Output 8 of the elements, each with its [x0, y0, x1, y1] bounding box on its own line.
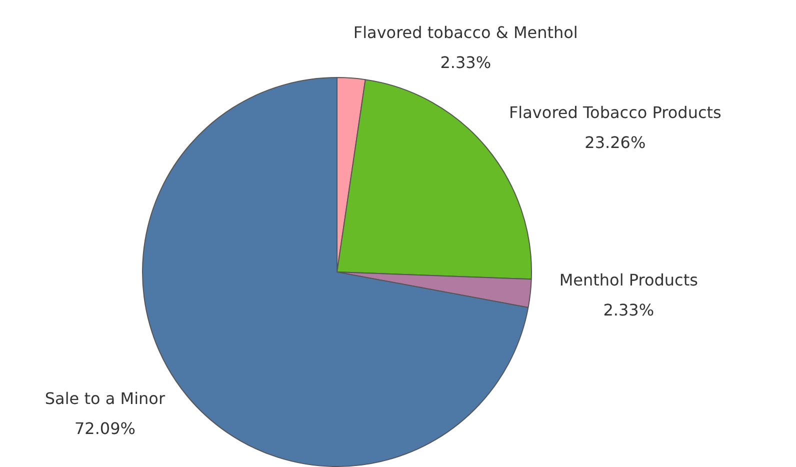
slice-label: Flavored tobacco & Menthol: [353, 23, 578, 42]
slice-label: Menthol Products: [559, 270, 698, 290]
data-label: 23.26%: [584, 133, 646, 152]
data-label: 72.09%: [74, 419, 136, 438]
data-label: 2.33%: [440, 53, 492, 72]
data-label: 2.33%: [603, 300, 654, 320]
slice-label: Sale to a Minor: [44, 389, 166, 408]
slice-label: Flavored Tobacco Products: [508, 103, 722, 122]
